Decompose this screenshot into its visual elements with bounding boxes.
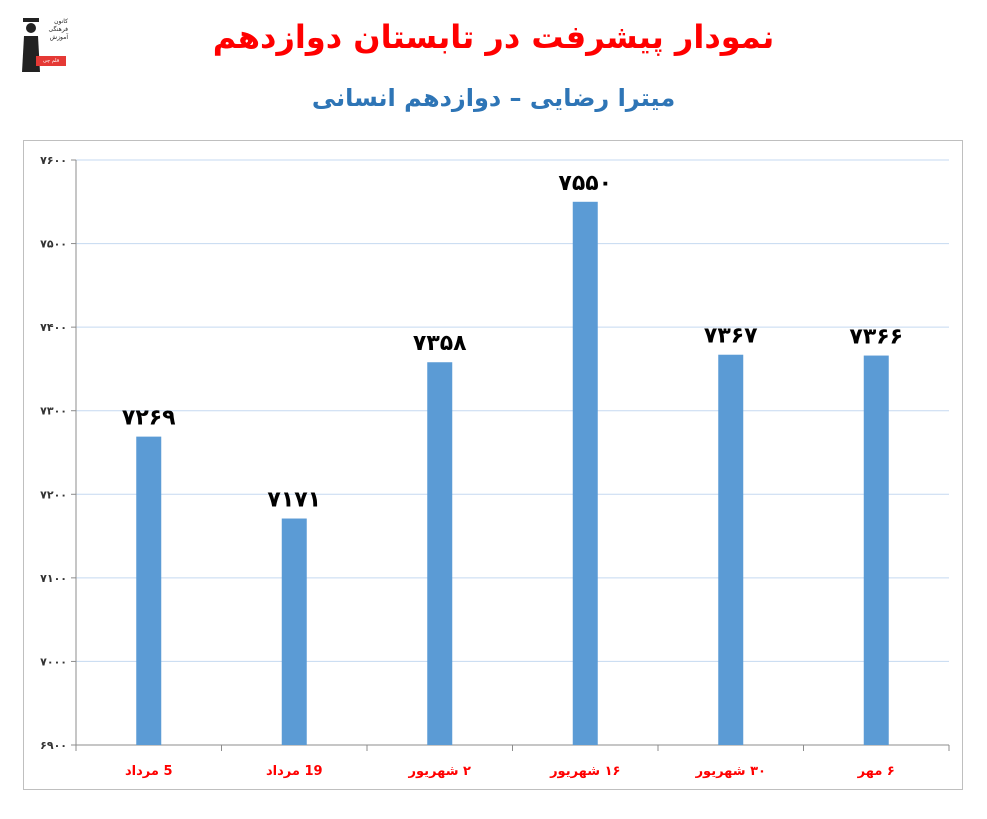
x-tick-label: 5 مرداد [125, 764, 173, 779]
bar-value-label: ۷۵۵۰ [558, 171, 612, 196]
logo-line: کانون [54, 18, 68, 25]
y-tick-label: ۷۱۰۰ [40, 572, 67, 585]
y-tick-label: ۷۲۰۰ [40, 488, 67, 501]
graduate-logo-icon [22, 18, 40, 72]
y-tick-label: ۷۳۰۰ [40, 405, 67, 418]
y-tick-label: ۷۴۰۰ [40, 321, 67, 334]
x-tick-label: ۳۰ شهریور [695, 764, 766, 779]
logo-line: فرهنگی [48, 26, 68, 33]
bar-chart: ۶۹۰۰ ۷۰۰۰ ۷۱۰۰ ۷۲۰۰ ۷۳۰۰ ۷۴۰۰ ۷۵۰۰ ۷۶۰۰ ۷۲۶۹ 5 مر… [40, 154, 950, 779]
bar [427, 362, 453, 745]
chart-title: نمودار پیشرفت در تابستان دوازدهم [212, 18, 775, 56]
y-tick-label: ۶۹۰۰ [40, 739, 67, 752]
bar [863, 355, 889, 745]
logo-text: کانون فرهنگی آموزش [38, 18, 68, 42]
y-tick-label: ۷۶۰۰ [40, 154, 67, 167]
y-tick-label: ۷۰۰۰ [40, 655, 67, 668]
bar [572, 201, 598, 745]
chart-subtitle: میترا رضایی – دوازدهم انسانی [311, 84, 676, 112]
logo-badge: قلم چی [36, 56, 66, 66]
x-tick-label: ۲ شهریور [408, 764, 472, 779]
x-tick-label: ۶ مهر [857, 764, 895, 779]
bar-value-label: ۷۳۶۷ [704, 324, 758, 349]
bar-value-label: ۷۳۶۶ [849, 325, 903, 350]
logo-line: آموزش [49, 34, 68, 41]
bar [718, 354, 744, 745]
bar-value-label: ۷۲۶۹ [122, 406, 176, 431]
bar-value-label: ۷۳۵۸ [413, 331, 467, 356]
logo [20, 12, 68, 74]
bar [281, 518, 307, 745]
bar-value-label: ۷۱۷۱ [267, 488, 321, 513]
bar [136, 436, 162, 745]
y-tick-label: ۷۵۰۰ [40, 238, 67, 251]
x-tick-label: ۱۶ شهریور [549, 764, 620, 779]
chart-frame: ۶۹۰۰ ۷۰۰۰ ۷۱۰۰ ۷۲۰۰ ۷۳۰۰ ۷۴۰۰ ۷۵۰۰ ۷۶۰۰ ۷۲۶۹ 5 مر… [23, 140, 963, 790]
x-tick-label: 19 مرداد [266, 764, 323, 779]
